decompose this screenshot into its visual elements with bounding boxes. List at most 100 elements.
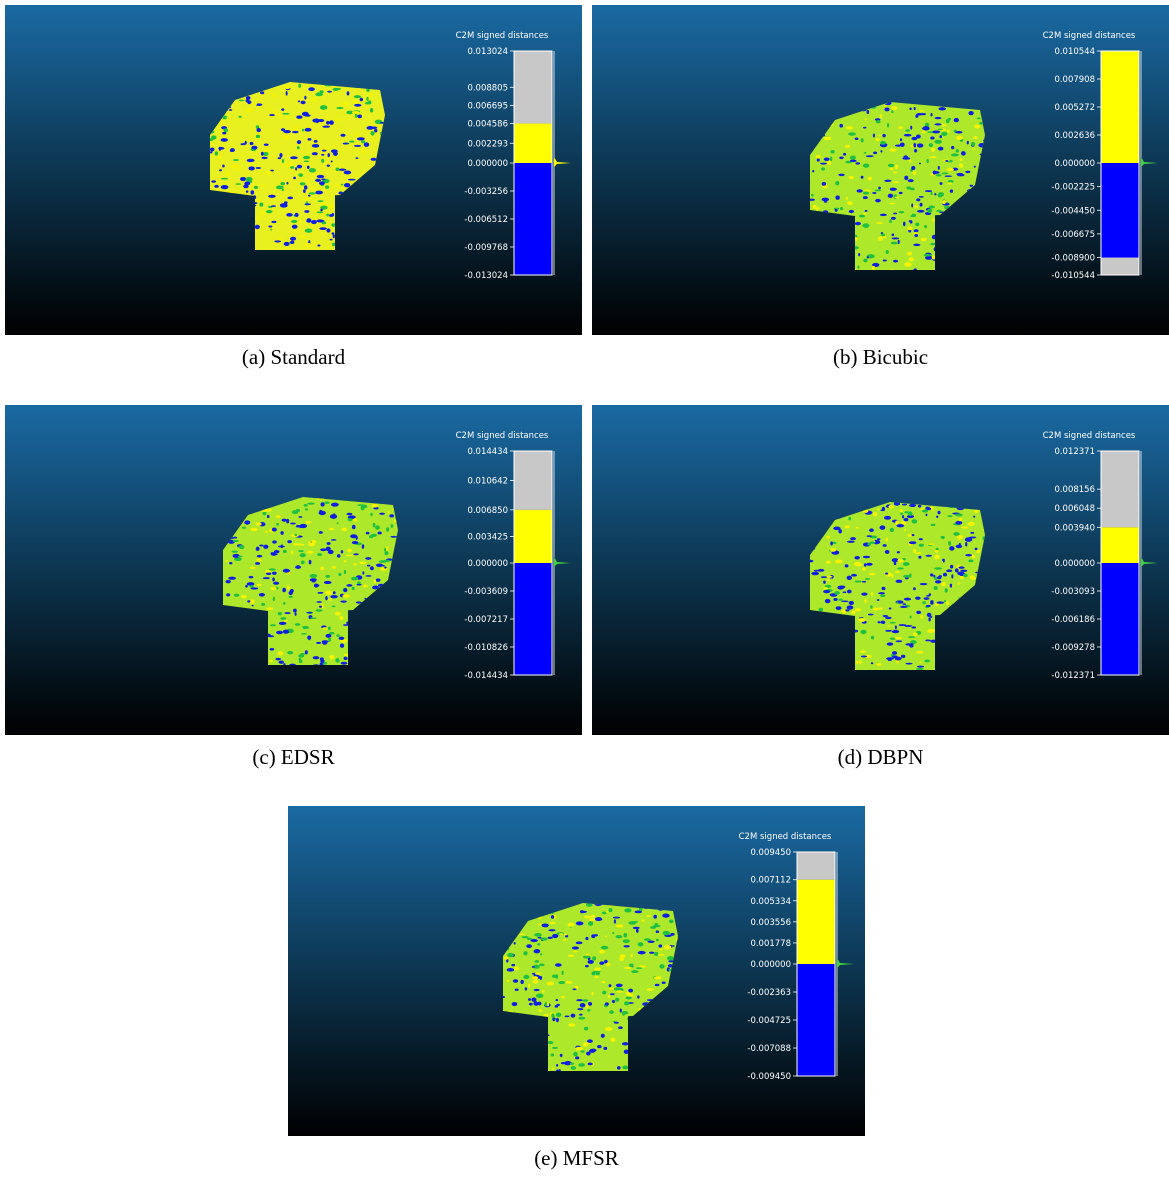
cloud-speck xyxy=(360,98,363,102)
cloud-speck xyxy=(298,220,301,223)
cloud-speck xyxy=(913,171,916,175)
cloud-speck xyxy=(234,594,240,597)
cloud-speck xyxy=(935,580,941,583)
cloud-speck xyxy=(295,167,297,170)
cloud-speck xyxy=(221,178,229,180)
cloud-speck xyxy=(304,160,309,162)
cloud-speck xyxy=(293,126,298,130)
cloud-speck xyxy=(813,205,817,209)
cloud-speck xyxy=(899,192,903,194)
cloud-speck xyxy=(900,138,902,141)
cloud-speck xyxy=(893,260,898,263)
cloud-speck xyxy=(369,93,373,97)
scale-tick-label: 0.014434 xyxy=(467,447,508,457)
cloud-speck xyxy=(959,543,961,545)
cloud-speck xyxy=(904,134,912,137)
cloud-speck xyxy=(291,220,297,223)
cloud-speck xyxy=(528,998,531,1001)
cloud-speck xyxy=(332,213,334,216)
cloud-speck xyxy=(538,924,541,926)
cloud-speck xyxy=(540,953,542,955)
cloud-speck xyxy=(916,134,921,138)
cloud-speck xyxy=(307,502,314,504)
cloud-speck xyxy=(944,600,946,603)
cloud-speck xyxy=(591,915,595,918)
cloud-speck xyxy=(309,192,316,194)
cloud-speck xyxy=(876,663,881,666)
figure: C2M signed distances0.0130240.0088050.00… xyxy=(0,0,1169,1177)
cloud-speck xyxy=(979,122,983,125)
cloud-speck xyxy=(270,624,276,626)
cloud-speck xyxy=(325,596,327,600)
cloud-speck xyxy=(282,113,289,115)
cloud-speck xyxy=(272,540,277,543)
cloud-speck xyxy=(284,242,290,246)
cloud-speck xyxy=(353,553,358,555)
cloud-speck xyxy=(279,153,282,157)
cloud-speck xyxy=(278,157,282,159)
cloud-speck xyxy=(277,651,283,656)
cloud-speck xyxy=(245,585,248,588)
cloud-speck xyxy=(352,525,356,530)
cloud-speck xyxy=(359,562,367,564)
cloud-speck xyxy=(591,992,593,996)
cloud-speck xyxy=(537,943,540,945)
cloud-speck xyxy=(877,508,880,510)
cloud-speck xyxy=(587,960,593,964)
cloud-speck xyxy=(384,551,388,555)
cloud-speck xyxy=(334,88,341,90)
cloud-speck xyxy=(919,538,923,540)
cloud-speck xyxy=(340,134,345,137)
cloud-speck xyxy=(386,527,389,531)
cloud-speck xyxy=(284,612,290,614)
cloud-speck xyxy=(326,228,330,232)
cloud-speck xyxy=(889,607,892,609)
cloud-speck xyxy=(885,573,888,575)
cloud-speck xyxy=(863,189,871,191)
cloud-speck xyxy=(353,563,356,566)
cloud-speck xyxy=(314,140,318,143)
cloud-speck xyxy=(573,1052,578,1056)
cloud-speck xyxy=(893,213,897,215)
cloud-speck xyxy=(256,135,260,138)
cloud-speck xyxy=(636,967,642,969)
cloud-speck xyxy=(915,114,918,118)
scale-tick-label: 0.006048 xyxy=(1054,504,1095,514)
cloud-speck xyxy=(914,107,916,110)
cloud-speck xyxy=(580,1003,586,1007)
cloud-speck xyxy=(843,153,846,156)
cloud-speck xyxy=(534,960,539,963)
cloud-speck xyxy=(871,662,874,664)
cloud-speck xyxy=(934,193,936,195)
cloud-speck xyxy=(302,626,308,629)
cloud-speck xyxy=(312,97,316,101)
cloud-speck xyxy=(861,592,867,595)
cloud-speck xyxy=(344,657,348,660)
cloud-speck xyxy=(911,166,915,170)
cloud-speck xyxy=(306,521,311,524)
cloud-speck xyxy=(384,548,386,551)
cloud-speck xyxy=(947,168,954,171)
cloud-speck xyxy=(854,580,861,582)
cloud-speck xyxy=(898,126,902,129)
cloud-speck xyxy=(894,196,898,198)
scale-tick-label: -0.008900 xyxy=(1051,254,1095,264)
cloud-speck xyxy=(596,972,600,975)
cloud-speck xyxy=(238,116,241,118)
cloud-speck xyxy=(298,100,300,102)
cloud-speck xyxy=(595,917,602,921)
cloud-speck xyxy=(282,189,284,191)
cloud-speck xyxy=(934,550,938,553)
cloud-speck xyxy=(549,922,556,924)
cloud-speck xyxy=(606,911,609,913)
cloud-speck xyxy=(659,964,664,969)
cloud-speck xyxy=(320,567,324,571)
cloud-speck xyxy=(321,178,326,180)
cloud-speck xyxy=(326,214,329,217)
cloud-speck xyxy=(913,587,916,590)
cloud-speck xyxy=(235,169,241,171)
cloud-speck xyxy=(637,995,639,998)
cloud-speck xyxy=(579,1014,582,1016)
cloud-speck xyxy=(632,921,638,923)
